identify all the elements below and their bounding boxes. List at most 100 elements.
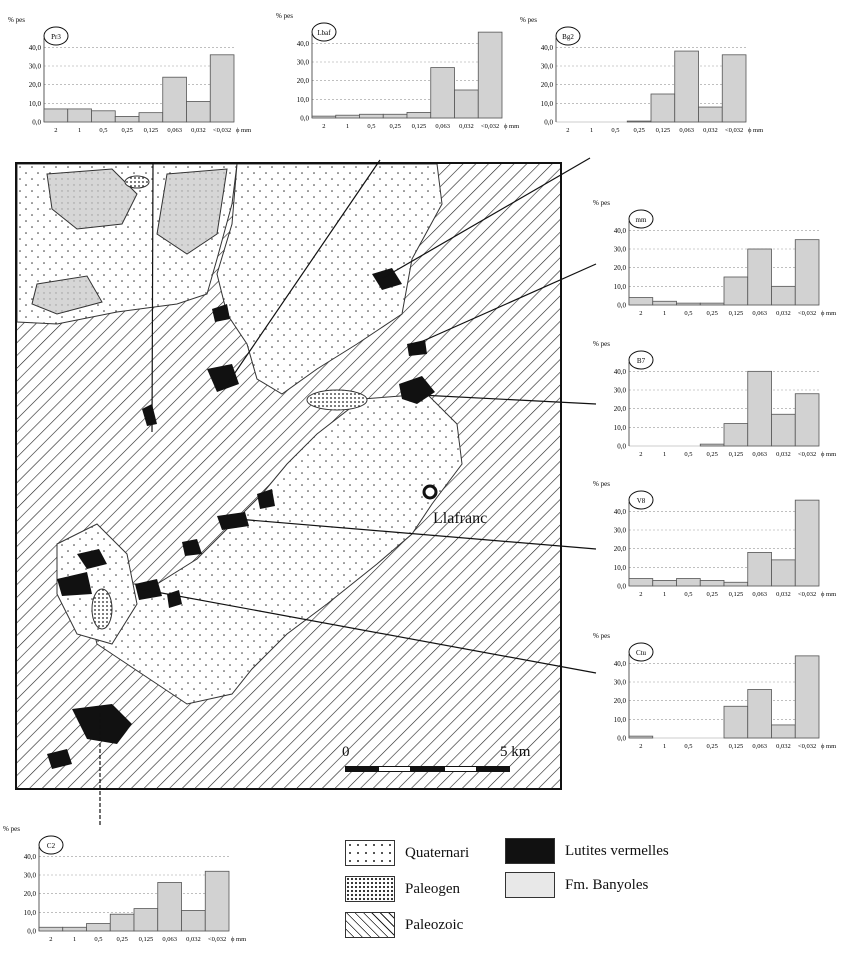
histogram-bar — [747, 248, 772, 306]
x-tick-label: 0,25 — [706, 743, 717, 750]
histogram-svg: % pes Ctu 0,0 10,0 20,0 30,0 40,0 2 1 0,5 0,25 0,12… — [593, 632, 836, 750]
y-unit-label: % pes — [593, 480, 610, 488]
sample-label-circle — [43, 26, 69, 46]
y-tick-label: 30,0 — [24, 872, 37, 880]
x-tick-label: 2 — [639, 743, 642, 750]
y-tick-label: 40,0 — [541, 44, 554, 52]
geological-map — [15, 162, 562, 790]
x-tick-label: 0,032 — [776, 451, 791, 458]
y-tick-label: 10,0 — [614, 424, 627, 432]
histogram-svg: % pes Pr3 0,0 10,0 20,0 30,0 40,0 2 1 0,5 0,25 0,12… — [8, 16, 251, 134]
y-tick-label: 20,0 — [24, 890, 37, 898]
legend-label: Lutites vermelles — [565, 842, 669, 859]
sample-label-circle — [628, 490, 654, 510]
x-tick-label: 0,25 — [389, 123, 400, 130]
x-tick-label: <0,032 — [798, 743, 816, 750]
histogram-bar — [204, 870, 230, 932]
sample-label-circle — [38, 835, 64, 855]
histogram-mm: % pes mm 0,0 10,0 20,0 30,0 40,0 2 1 0,5 0,25 0,125… — [593, 197, 836, 327]
y-unit-label: % pes — [520, 16, 537, 24]
y-unit-label: % pes — [593, 199, 610, 207]
legend-item-paleozoic: Paleozoic — [345, 912, 463, 938]
histogram-bar — [747, 689, 772, 739]
paleogen-patch-3 — [91, 588, 113, 630]
x-unit-label: ϕ mm — [821, 743, 836, 750]
x-tick-label: 0,5 — [684, 451, 692, 458]
sample-label: C2 — [47, 842, 56, 850]
sample-label: B7 — [637, 357, 646, 365]
sample-label-circle — [628, 209, 654, 229]
y-tick-label: 30,0 — [614, 679, 627, 687]
legend-item-lutites: Lutites vermelles — [505, 838, 669, 864]
y-tick-label: 30,0 — [297, 59, 310, 67]
x-tick-label: 0,5 — [684, 591, 692, 598]
banyoles-area-west — [31, 275, 103, 315]
x-tick-label: 1 — [78, 127, 81, 134]
y-tick-label: 10,0 — [24, 909, 37, 917]
y-tick-label: 0,0 — [617, 583, 626, 591]
x-tick-label: <0,032 — [798, 310, 816, 317]
histogram-bar — [721, 54, 747, 123]
lutites-swatch — [505, 838, 555, 864]
x-tick-label: 0,125 — [729, 310, 744, 317]
x-tick-label: 0,125 — [139, 936, 154, 943]
histogram-bar — [162, 76, 187, 123]
histogram-v8: % pes V8 0,0 10,0 20,0 30,0 40,0 2 1 0,5 0,25 0,125… — [593, 478, 836, 608]
x-tick-label: 0,125 — [729, 451, 744, 458]
y-tick-label: 20,0 — [614, 264, 627, 272]
scale-bar — [345, 766, 510, 772]
x-tick-label: 2 — [322, 123, 325, 130]
x-tick-label: 0,25 — [706, 451, 717, 458]
y-tick-label: 10,0 — [614, 283, 627, 291]
y-tick-label: 20,0 — [614, 405, 627, 413]
y-tick-label: 40,0 — [614, 227, 627, 235]
y-tick-label: 0,0 — [544, 119, 553, 127]
histogram-pr3: % pes Pr3 0,0 10,0 20,0 30,0 40,0 2 1 0,5 0,25 0,12… — [8, 14, 251, 144]
leader-v8 — [236, 518, 597, 550]
leader-ctu — [139, 588, 597, 674]
x-tick-label: 2 — [54, 127, 57, 134]
x-tick-label: 2 — [639, 451, 642, 458]
x-tick-label: 1 — [663, 451, 666, 458]
histogram-bar — [209, 54, 235, 123]
x-tick-label: 0,063 — [752, 451, 767, 458]
y-tick-label: 30,0 — [614, 527, 627, 535]
histogram-b7: % pes B7 0,0 10,0 20,0 30,0 40,0 2 1 0,5 0,25 0,125… — [593, 338, 836, 468]
x-tick-label: <0,032 — [725, 127, 743, 134]
x-unit-label: ϕ mm — [821, 451, 836, 458]
histogram-bar — [794, 499, 820, 587]
y-tick-label: 10,0 — [541, 100, 554, 108]
y-tick-label: 0,0 — [27, 928, 36, 936]
y-tick-label: 40,0 — [29, 44, 42, 52]
x-tick-label: <0,032 — [208, 936, 226, 943]
x-tick-label: 2 — [639, 591, 642, 598]
x-tick-label: 0,25 — [116, 936, 127, 943]
histogram-lbaf: % pes Lbaf 0,0 10,0 20,0 30,0 40,0 2 1 0,5 0,25 0,1… — [276, 10, 519, 140]
y-tick-label: 20,0 — [614, 545, 627, 553]
y-tick-label: 0,0 — [32, 119, 41, 127]
legend-label: Paleogen — [405, 880, 460, 897]
llafranc-town-marker — [422, 484, 438, 500]
x-tick-label: 1 — [590, 127, 593, 134]
x-tick-label: 0,5 — [684, 743, 692, 750]
lutites-vermelles-outcrops — [47, 268, 435, 769]
x-tick-label: 1 — [663, 743, 666, 750]
y-tick-label: 30,0 — [614, 387, 627, 395]
y-tick-label: 20,0 — [541, 81, 554, 89]
x-tick-label: 0,125 — [412, 123, 427, 130]
y-tick-label: 30,0 — [29, 63, 42, 71]
legend-item-quaternari: Quaternari — [345, 840, 469, 866]
paleogen-patch-1 — [306, 389, 368, 411]
paleogen-swatch — [345, 876, 395, 902]
histogram-bar — [477, 31, 503, 119]
histogram-bar — [794, 393, 820, 447]
x-unit-label: ϕ mm — [236, 127, 251, 134]
x-tick-label: 0,063 — [752, 310, 767, 317]
sample-label: Bg2 — [562, 33, 574, 41]
x-tick-label: 0,032 — [776, 591, 791, 598]
x-tick-label: 0,063 — [162, 936, 177, 943]
x-tick-label: 0,032 — [186, 936, 201, 943]
leader-mm — [413, 263, 597, 346]
x-tick-label: 0,032 — [459, 123, 474, 130]
sample-label-circle — [628, 350, 654, 370]
